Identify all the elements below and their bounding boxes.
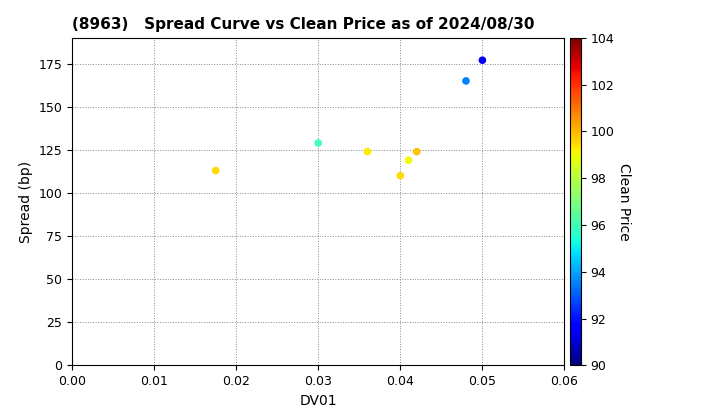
X-axis label: DV01: DV01 [300, 394, 337, 408]
Point [402, 157, 414, 163]
Point [411, 148, 423, 155]
Point [477, 57, 488, 63]
Point [395, 172, 406, 179]
Y-axis label: Spread (bp): Spread (bp) [19, 160, 33, 243]
Point [361, 148, 373, 155]
Text: (8963)   Spread Curve vs Clean Price as of 2024/08/30: (8963) Spread Curve vs Clean Price as of… [72, 18, 534, 32]
Y-axis label: Clean Price: Clean Price [617, 163, 631, 241]
Point [460, 78, 472, 84]
Point [210, 167, 222, 174]
Point [312, 139, 324, 146]
